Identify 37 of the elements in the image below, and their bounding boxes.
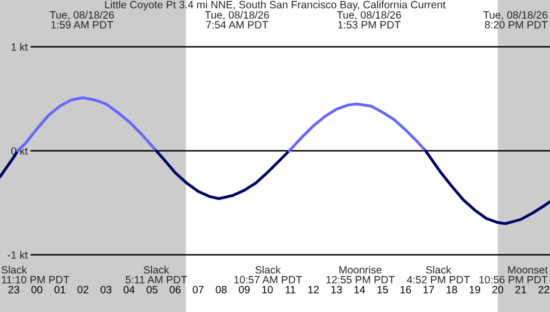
x-tick-label: 11 xyxy=(286,286,296,294)
x-tick-label: 01 xyxy=(54,286,66,294)
x-tick-label: 19 xyxy=(470,286,480,294)
annotation: Slack 11:10 PM PDT xyxy=(2,266,70,284)
x-tick-label: 12 xyxy=(308,286,319,294)
x-tick-label: 09 xyxy=(238,286,250,294)
x-tick-label: 21 xyxy=(515,286,526,294)
x-tick-label: 03 xyxy=(100,286,112,294)
x-tick-label: 10 xyxy=(262,286,273,294)
x-tick-label: 06 xyxy=(170,286,181,294)
x-tick-label: 07 xyxy=(192,286,204,294)
annotation: Moonrise 12:55 PM PDT xyxy=(326,266,395,284)
x-tick-label: 00 xyxy=(31,286,42,294)
x-tick-label: 15 xyxy=(377,286,388,294)
annotation: Tue, 08/18/26 1:59 AM PDT xyxy=(50,10,114,29)
annotation: Tue, 08/18/26 7:54 AM PDT xyxy=(204,10,269,29)
x-tick-label: 13 xyxy=(331,286,342,294)
x-tick-label: 05 xyxy=(146,286,158,294)
annotation: Slack 4:52 PM PDT xyxy=(406,266,470,284)
x-tick-label: 23 xyxy=(8,286,20,294)
annotation: Slack 10:57 AM PDT xyxy=(234,266,302,284)
annotation: Tue, 08/18/26 1:53 PM PDT xyxy=(336,10,401,29)
x-tick-label: 14 xyxy=(354,286,366,294)
x-tick-label: 08 xyxy=(216,286,227,294)
x-tick-label: 20 xyxy=(492,286,504,294)
chart-title: Little Coyote Pt 3.4 mi NNE, South San Francisco Bay, California Current xyxy=(105,0,446,10)
y-tick-label: -1 kt xyxy=(8,250,28,259)
x-tick-label: 17 xyxy=(424,286,434,294)
x-tick-label: 02 xyxy=(78,286,88,294)
x-tick-label: 16 xyxy=(400,286,411,294)
x-tick-label: 22 xyxy=(538,286,550,294)
x-tick-label: 04 xyxy=(124,286,135,294)
y-tick-label: 1 kt xyxy=(12,42,28,51)
annotation: Tue, 08/18/26 8:20 PM PDT xyxy=(483,10,548,29)
annotation: Slack 5:11 AM PDT xyxy=(126,266,187,284)
annotation: Moonset 10:56 PM PDT xyxy=(479,266,548,284)
x-tick-label: 18 xyxy=(446,286,458,294)
